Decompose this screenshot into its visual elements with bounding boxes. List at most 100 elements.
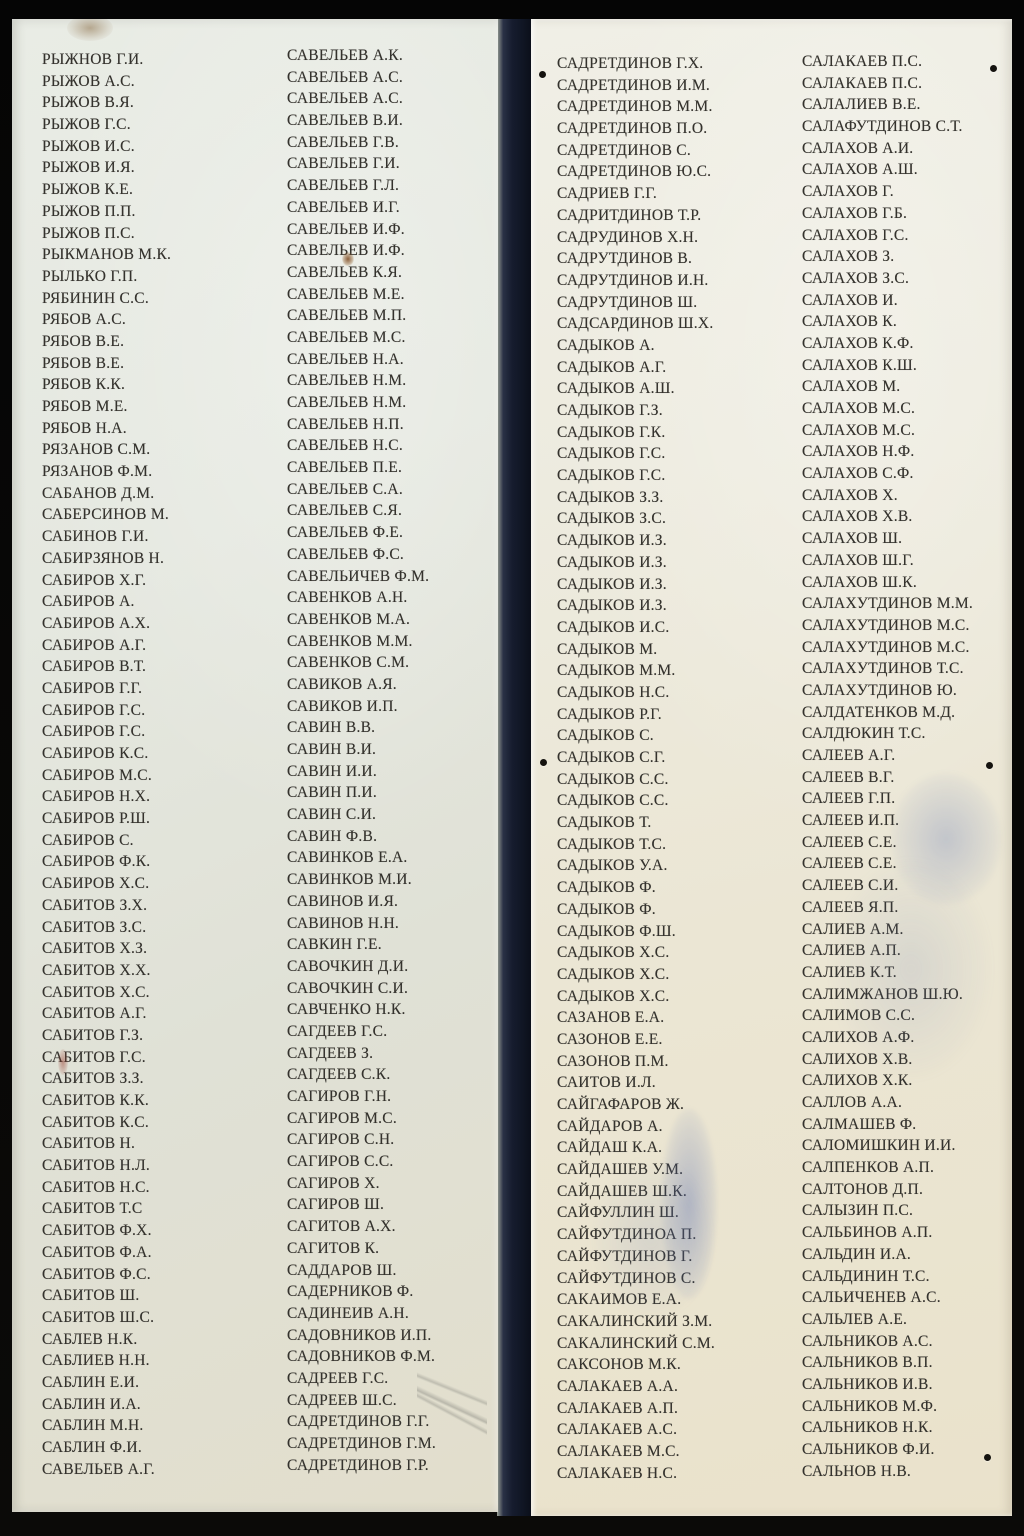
memorial-name: САБИРОВ Х.С.: [42, 875, 150, 893]
memorial-name: САДЫКОВ Р.Г.: [557, 705, 662, 723]
memorial-name: САДЫКОВ С.С.: [557, 770, 669, 788]
memorial-name: РЯБИНИН С.С.: [42, 289, 149, 307]
memorial-name: САБИРОВ В.Т.: [42, 658, 147, 676]
memorial-name: САЛАХУТДИНОВ М.С.: [802, 638, 970, 656]
rivet: [539, 71, 546, 78]
memorial-name: САВЕЛЬЕВ А.Г.: [42, 1460, 155, 1478]
memorial-name: САЛАЛИЕВ В.Е.: [802, 96, 921, 114]
memorial-name: САЛАХОВ З.С.: [802, 269, 910, 287]
memorial-name: САЛАХУТДИНОВ Т.С.: [802, 660, 964, 678]
memorial-name: САВЧЕНКО Н.К.: [287, 1001, 406, 1019]
memorial-name: САБЕРСИНОВ М.: [42, 506, 169, 524]
memorial-name: САЛАХОВ Ш.К.: [802, 573, 918, 591]
memorial-name: САЛИХОВ Х.В.: [802, 1050, 913, 1068]
memorial-name: САВЕЛЬЕВ Ф.Е.: [287, 524, 404, 542]
memorial-name: САВЕНКОВ М.М.: [287, 632, 413, 650]
memorial-name: САБИТОВ А.Г.: [42, 1005, 147, 1023]
memorial-name: РЫЛЬКО Г.П.: [42, 267, 138, 285]
memorial-name: САБИРОВ А.: [42, 593, 135, 611]
memorial-name: САДЫКОВ С.: [557, 727, 654, 745]
memorial-name: САБИТОВ З.Х.: [42, 896, 148, 914]
memorial-name: САЛАХОВ К.Ш.: [802, 356, 918, 374]
memorial-name: САБИРОВ Н.Х.: [42, 788, 151, 806]
memorial-name: САЙФУТДИНОВ Г.: [557, 1247, 693, 1265]
memorial-name: САЛЬЛЕВ А.Е.: [802, 1310, 908, 1328]
memorial-name: РЫЖОВ И.Я.: [42, 159, 135, 177]
memorial-name: РЯБОВ Н.А.: [42, 419, 127, 437]
memorial-name: САЗАНОВ Е.А.: [557, 1009, 665, 1027]
memorial-name: РЫЖОВ Г.С.: [42, 116, 131, 134]
memorial-name: САЛАХОВ Ш.Г.: [802, 551, 914, 569]
memorial-name: САГИРОВ Ш.: [287, 1196, 385, 1214]
memorial-name: САВЕНКОВ А.Н.: [287, 589, 408, 607]
memorial-name: РЫЖОВ А.С.: [42, 72, 135, 90]
memorial-name: САДРЕТДИНОВ Г.Х.: [557, 55, 704, 72]
memorial-name: САДЫКОВ Х.С.: [557, 944, 670, 962]
memorial-name: РЫЖНОВ Г.И.: [42, 51, 144, 68]
memorial-name: САДЫКОВ И.З.: [557, 532, 667, 550]
memorial-name: САЛДАТЕНКОВ М.Д.: [802, 703, 956, 721]
names-column-3: САДРЕТДИНОВ Г.Х. САДРЕТДИНОВ И.М. САДРЕТДИ…: [557, 53, 715, 1484]
memorial-name: САКАЛИНСКИЙ С.М.: [557, 1334, 716, 1352]
memorial-name: САЛАХУТДИНОВ М.М.: [802, 595, 974, 613]
memorial-name: САБИРОВ Ф.К.: [42, 853, 151, 871]
memorial-name: САДРУТДИНОВ В.: [557, 250, 693, 268]
memorial-name: САВЕЛЬЕВ А.С.: [287, 68, 403, 86]
memorial-name: САЛИХОВ А.Ф.: [802, 1028, 915, 1046]
memorial-name: САДЫКОВ А.: [557, 336, 655, 354]
memorial-name: САДЫКОВ Х.С.: [557, 965, 670, 983]
memorial-name: САВИН В.И.: [287, 741, 377, 758]
memorial-name: САЛАКАЕВ П.С.: [802, 53, 923, 70]
memorial-name: САБИТОВ К.К.: [42, 1092, 149, 1109]
memorial-name: САЛОМИШКИН И.И.: [802, 1137, 956, 1155]
memorial-name: САДЫКОВ У.А.: [557, 857, 668, 875]
memorial-name: САЙФУТДИНОА П.: [557, 1226, 697, 1244]
memorial-name: САДРЕТДИНОВ И.М.: [557, 76, 711, 94]
memorial-name: САГИТОВ К.: [287, 1239, 380, 1257]
memorial-name: САВЕЛЬЕВ Н.С.: [287, 437, 403, 455]
memorial-name: САЛАХОВ Ш.: [802, 530, 903, 548]
memorial-name: САБИТОВ Т.С: [42, 1200, 143, 1218]
memorial-name: САЛАКАЕВ П.С.: [802, 74, 923, 92]
memorial-name: РЯЗАНОВ Ф.М.: [42, 463, 153, 481]
memorial-name: САЛЕЕВ С.Е.: [802, 833, 897, 851]
rivet: [986, 762, 993, 769]
names-column-4: САЛАКАЕВ П.С. САЛАКАЕВ П.С. САЛАЛИЕВ В.Е. С…: [802, 51, 973, 1482]
memorial-name: САЛАХОВ Г.С.: [802, 226, 909, 244]
stain: [67, 19, 113, 41]
memorial-name: САЛАХОВ А.Ш.: [802, 161, 918, 179]
memorial-name: САВИН С.И.: [287, 806, 377, 824]
memorial-name: САБИТОВ Г.З.: [42, 1026, 144, 1044]
memorial-name: САЛАКАЕВ Н.С.: [557, 1464, 678, 1482]
memorial-name: САВЕЛЬЕВ М.С.: [287, 328, 406, 346]
memorial-name: САЛАХУТДИНОВ М.С.: [802, 616, 970, 634]
memorial-name: САЛЕЕВ А.Г.: [802, 747, 896, 764]
memorial-name: САВОЧКИН Д.И.: [287, 957, 409, 975]
memorial-name: САБИТОВ Х.С.: [42, 983, 150, 1001]
memorial-name: САВИНОВ Н.Н.: [287, 914, 400, 932]
memorial-name: САЛАХОВ З.: [802, 248, 895, 266]
memorial-name: САЛАФУТДИНОВ С.Т.: [802, 118, 963, 136]
memorial-name: САДЫКОВ А.Г.: [557, 358, 667, 376]
memorial-name: САВИН Ф.В.: [287, 827, 378, 845]
memorial-name: САБИТОВ Х.З.: [42, 940, 148, 958]
memorial-name: САДЫКОВ С.Г.: [557, 749, 666, 766]
memorial-name: РЯБОВ К.К.: [42, 376, 126, 394]
memorial-name: САБИРОВ Х.Г.: [42, 571, 147, 589]
memorial-name: САГИРОВ С.С.: [287, 1153, 394, 1171]
memorial-name: САЛАКАЕВ А.А.: [557, 1377, 679, 1395]
memorial-name: САЛЬНОВ Н.В.: [802, 1462, 912, 1480]
memorial-name: САБИРОВ К.С.: [42, 745, 149, 762]
memorial-name: САВЕЛЬЕВ К.Я.: [287, 263, 403, 281]
memorial-name: САБИРОВ Г.С.: [42, 723, 146, 741]
memorial-name: САЛЕЕВ Г.П.: [802, 790, 896, 808]
memorial-name: САДЫКОВ Ф.: [557, 879, 656, 897]
memorial-name: САДЫКОВ С.С.: [557, 792, 669, 810]
memorial-name: САЛЬИЧЕНЕВ А.С.: [802, 1289, 941, 1307]
memorial-name: САДЫКОВ И.С.: [557, 618, 670, 636]
memorial-name: САЛЬНИКОВ Н.К.: [802, 1419, 933, 1437]
memorial-name: САЛАХОВ К.Ф.: [802, 334, 914, 352]
memorial-name: САВЕЛЬЕВ А.С.: [287, 90, 403, 108]
rivet: [984, 1454, 991, 1461]
